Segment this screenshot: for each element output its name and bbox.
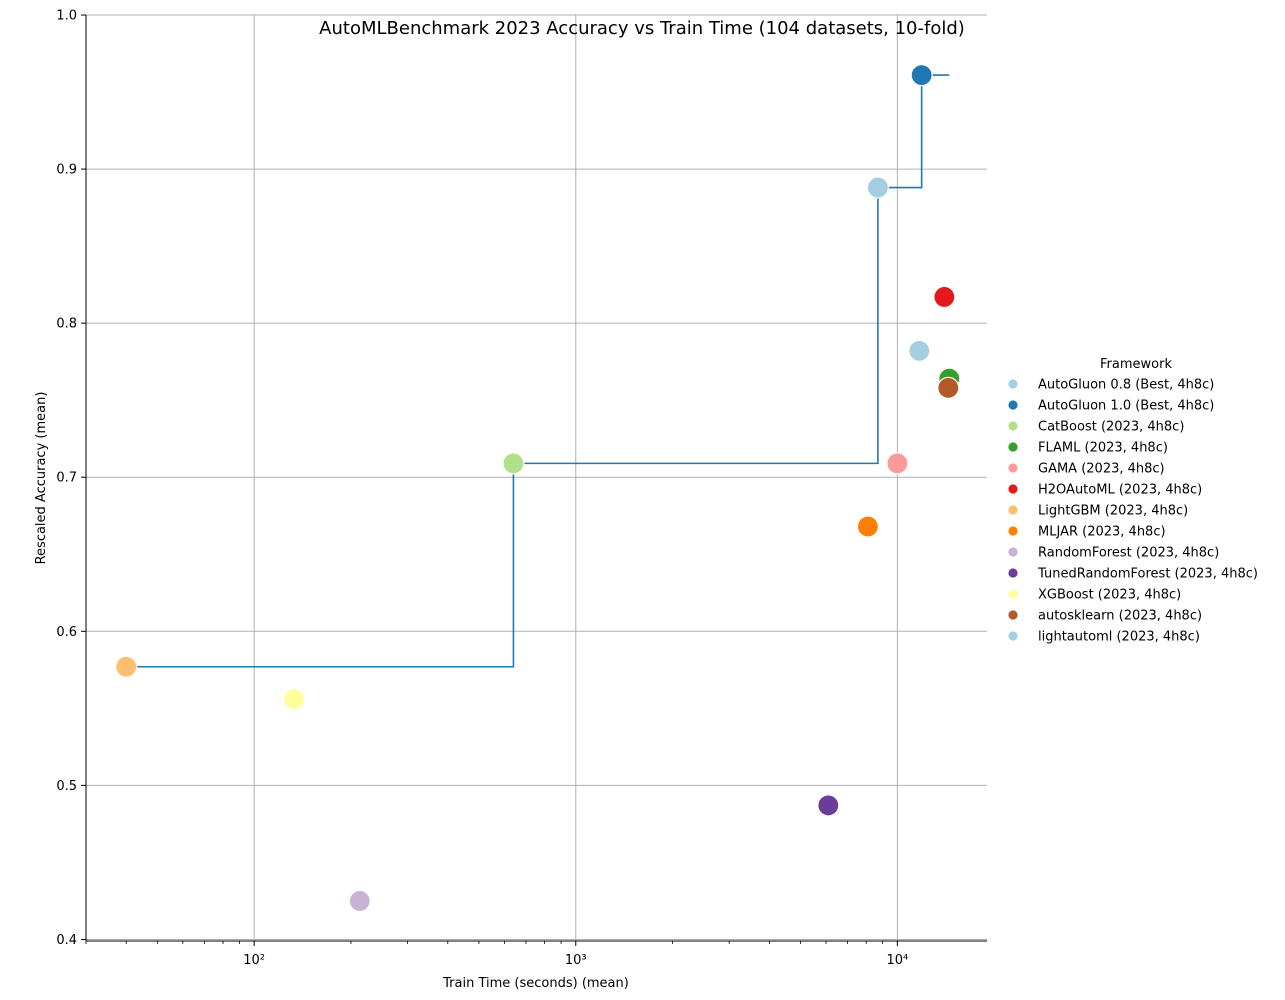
data-point [910, 63, 933, 87]
legend-label: MLJAR (2023, 4h8c) [1038, 525, 1166, 540]
pareto-frontier [126, 74, 950, 668]
data-point [933, 285, 956, 309]
legend-marker [1008, 400, 1018, 410]
data-point [282, 687, 306, 711]
legend-marker [1008, 484, 1018, 494]
legend-label: AutoGluon 1.0 (Best, 4h8c) [1038, 399, 1214, 414]
y-tick-label: 1.0 [56, 9, 77, 24]
y-axis-label: Rescaled Accuracy (mean) [34, 392, 49, 565]
legend-marker [1008, 463, 1018, 473]
legend-label: FLAML (2023, 4h8c) [1038, 441, 1168, 456]
data-points [115, 63, 961, 913]
y-tick-label: 0.6 [56, 625, 77, 640]
axes [81, 14, 987, 946]
pareto-step-line [126, 74, 950, 668]
legend-items: AutoGluon 0.8 (Best, 4h8c) AutoGluon 1.0 … [1008, 378, 1258, 645]
y-tick-label: 0.5 [56, 779, 77, 794]
tick-labels: 0.4 0.5 0.6 0.7 0.8 0.9 1.0 10² 10³ 10⁴ [56, 9, 908, 969]
y-tick-label: 0.8 [56, 317, 77, 332]
data-point [886, 452, 909, 475]
legend-marker [1008, 547, 1018, 557]
legend-marker [1008, 631, 1018, 641]
legend-marker [1008, 526, 1018, 536]
legend-title: Framework [1100, 357, 1172, 372]
data-point [866, 176, 890, 199]
legend-label: TunedRandomForest (2023, 4h8c) [1037, 567, 1258, 582]
legend-label: autosklearn (2023, 4h8c) [1038, 609, 1202, 624]
legend-marker [1008, 421, 1018, 431]
legend-label: XGBoost (2023, 4h8c) [1038, 588, 1181, 603]
data-point [937, 376, 960, 399]
legend-label: AutoGluon 0.8 (Best, 4h8c) [1038, 378, 1214, 393]
legend-label: H2OAutoML (2023, 4h8c) [1038, 483, 1202, 498]
data-point [502, 452, 525, 475]
legend-label: RandomForest (2023, 4h8c) [1038, 546, 1219, 561]
data-point [908, 339, 931, 362]
data-point [856, 515, 880, 538]
legend: Framework AutoGluon 0.8 (Best, 4h8c)Auto… [1008, 357, 1258, 645]
data-point [115, 655, 138, 678]
legend-label: LightGBM (2023, 4h8c) [1038, 504, 1188, 519]
legend-marker [1008, 589, 1018, 599]
legend-marker [1008, 505, 1018, 515]
y-tick-label: 0.9 [56, 163, 77, 178]
legend-marker [1008, 568, 1018, 578]
y-tick-label: 0.4 [56, 933, 77, 948]
legend-label: CatBoost (2023, 4h8c) [1038, 420, 1184, 435]
legend-marker [1008, 379, 1018, 389]
legend-marker [1008, 610, 1018, 620]
x-tick-label: 10³ [565, 953, 587, 968]
legend-label: lightautoml (2023, 4h8c) [1038, 630, 1200, 645]
chart-title: AutoMLBenchmark 2023 Accuracy vs Train T… [319, 18, 965, 39]
legend-label: GAMA (2023, 4h8c) [1038, 462, 1165, 477]
legend-marker [1008, 442, 1018, 452]
x-tick-label: 10⁴ [886, 953, 908, 968]
data-point [348, 889, 371, 913]
x-tick-label: 10² [243, 953, 265, 968]
grid-lines [86, 14, 987, 941]
y-tick-label: 0.7 [56, 471, 77, 486]
x-axis-label: Train Time (seconds) (mean) [442, 976, 629, 991]
data-point [817, 794, 840, 817]
